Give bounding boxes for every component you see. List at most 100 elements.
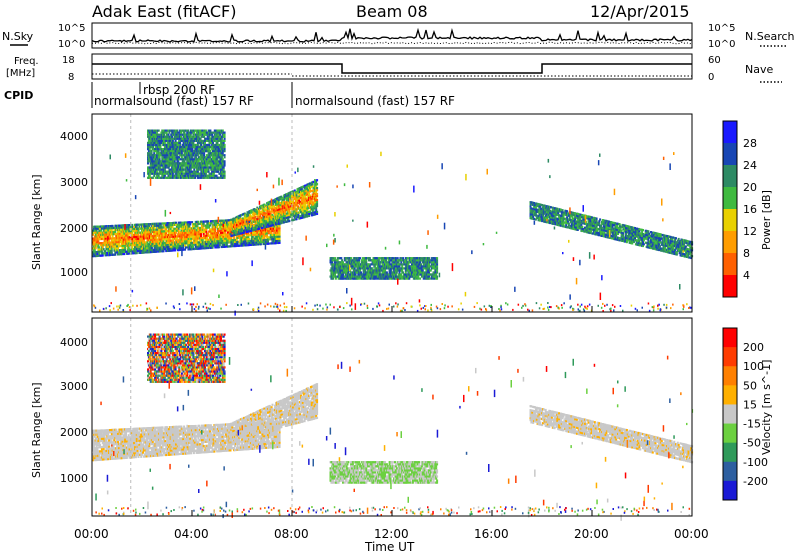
power-cell — [169, 168, 172, 171]
power-cell — [171, 174, 174, 177]
power-cell — [275, 205, 278, 208]
power-cell — [245, 228, 248, 232]
power-cell — [160, 170, 163, 173]
power-cell — [128, 224, 131, 227]
power-cell — [180, 172, 183, 175]
power-cell — [189, 168, 192, 171]
power-cell — [188, 168, 190, 171]
power-cell — [295, 194, 298, 197]
power-cell — [109, 237, 111, 240]
power-cell — [175, 221, 177, 224]
power-cell — [176, 141, 179, 144]
power-cell — [292, 218, 295, 221]
power-cell — [206, 145, 209, 149]
power-cell — [131, 232, 134, 235]
power-cell — [158, 228, 161, 231]
power-cell — [157, 133, 160, 136]
power-cell — [135, 225, 138, 228]
power-cell — [236, 236, 239, 239]
power-cell — [168, 131, 171, 134]
power-cell — [133, 238, 136, 241]
power-cell — [207, 170, 210, 173]
power-cell — [130, 248, 133, 251]
power-cell — [180, 131, 182, 134]
power-cell — [184, 240, 186, 243]
power-cell — [148, 131, 151, 134]
power-cell — [147, 162, 149, 165]
power-cell — [120, 253, 123, 256]
power-cell — [215, 224, 218, 227]
power-cell — [155, 238, 158, 241]
power-cell — [252, 224, 255, 228]
power-cell — [179, 141, 182, 144]
power-cell — [154, 148, 157, 151]
power-cell — [155, 162, 158, 165]
power-cell — [250, 237, 253, 240]
power-cell — [217, 139, 220, 142]
power-cell — [204, 172, 207, 175]
power-cell — [230, 222, 233, 225]
power-cell — [282, 219, 285, 222]
power-cell — [172, 166, 175, 169]
power-cell — [211, 170, 214, 173]
power-cell — [200, 230, 203, 234]
power-cell — [199, 239, 202, 242]
power-cell — [220, 131, 223, 134]
power-cell — [193, 227, 196, 230]
power-cell — [296, 198, 299, 201]
power-cell — [170, 143, 173, 147]
power-cell — [300, 196, 302, 199]
power-cell — [334, 273, 336, 276]
power-cell — [303, 197, 306, 200]
power-cell — [201, 148, 204, 151]
power-cell — [293, 208, 296, 211]
power-cell — [97, 240, 100, 243]
power-cell — [155, 143, 158, 147]
power-cell — [120, 226, 123, 229]
power-cell — [132, 229, 135, 233]
power-cell — [155, 139, 157, 142]
power-cell — [204, 176, 207, 179]
power-cell — [191, 156, 194, 159]
power-cell — [235, 227, 238, 230]
power-cell — [263, 235, 266, 238]
power-cell — [212, 143, 215, 147]
power-cell — [148, 243, 151, 246]
power-cell — [177, 170, 180, 173]
power-cell — [223, 137, 226, 140]
power-cell — [223, 164, 226, 167]
power-cell — [117, 238, 120, 242]
power-cell — [223, 133, 226, 136]
power-cell — [181, 166, 184, 169]
power-cell — [293, 204, 296, 207]
power-cell — [278, 225, 281, 228]
power-cell — [208, 226, 211, 229]
power-cell — [146, 229, 149, 232]
power-cell — [176, 241, 179, 244]
power-cell — [181, 174, 184, 177]
power-cell — [342, 273, 344, 276]
power-cell — [165, 143, 168, 147]
power-cell — [104, 243, 107, 247]
power-cell — [173, 154, 176, 157]
power-cell — [184, 154, 187, 157]
power-cell — [157, 174, 160, 177]
power-cell — [174, 137, 177, 140]
power-cell — [344, 263, 347, 266]
freq-left-tick-high: 18 — [62, 55, 75, 66]
power-cell — [270, 216, 273, 219]
power-cell — [252, 243, 255, 246]
power-cell — [118, 226, 121, 229]
power-cell — [201, 164, 204, 167]
power-cell — [142, 249, 144, 252]
power-cell — [174, 150, 177, 153]
power-cell — [169, 145, 172, 149]
power-cell — [196, 243, 199, 246]
power-cell — [179, 243, 182, 246]
power-cell — [217, 244, 219, 247]
power-cell — [164, 129, 167, 132]
power-cell — [278, 235, 281, 238]
power-cell — [187, 233, 190, 236]
power-cell — [188, 135, 191, 138]
power-cell — [245, 236, 248, 239]
